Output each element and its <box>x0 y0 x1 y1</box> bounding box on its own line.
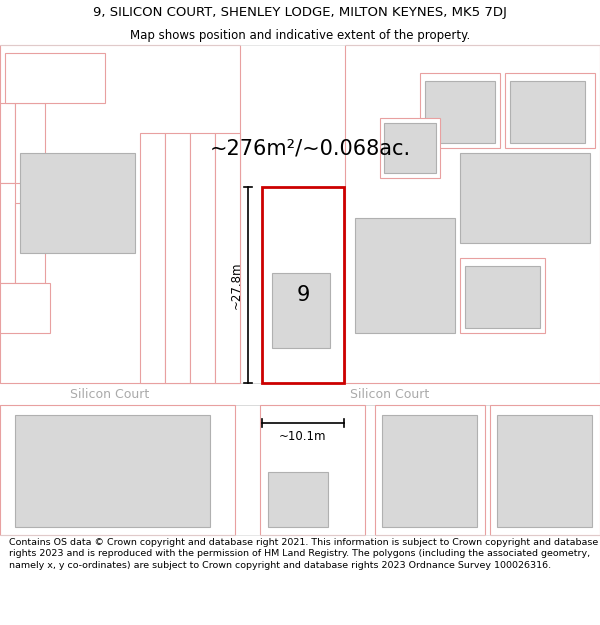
Bar <box>384 123 436 173</box>
Bar <box>15 415 210 527</box>
Bar <box>465 266 540 328</box>
Text: 9, SILICON COURT, SHENLEY LODGE, MILTON KEYNES, MK5 7DJ: 9, SILICON COURT, SHENLEY LODGE, MILTON … <box>93 6 507 19</box>
Bar <box>165 133 190 383</box>
Bar <box>382 415 477 527</box>
Bar <box>0 405 235 535</box>
Text: ~27.8m: ~27.8m <box>230 261 243 309</box>
Bar <box>140 133 165 383</box>
Bar <box>0 183 15 283</box>
Bar <box>260 405 365 535</box>
Bar <box>0 45 240 383</box>
Bar <box>0 103 15 183</box>
Bar <box>510 81 585 143</box>
Bar <box>15 103 45 183</box>
Bar <box>380 118 440 178</box>
Bar <box>497 415 592 527</box>
Bar <box>262 187 344 383</box>
Bar <box>460 153 590 243</box>
Bar <box>0 283 50 333</box>
Text: Map shows position and indicative extent of the property.: Map shows position and indicative extent… <box>130 29 470 42</box>
Bar <box>505 73 595 148</box>
Bar <box>420 73 500 148</box>
Bar <box>460 258 545 333</box>
Bar <box>215 133 240 383</box>
Bar <box>5 53 105 103</box>
Bar <box>190 133 215 383</box>
Text: Silicon Court: Silicon Court <box>350 388 430 401</box>
Bar <box>355 218 455 333</box>
Text: ~10.1m: ~10.1m <box>279 430 327 443</box>
Bar <box>15 203 45 283</box>
Bar <box>20 153 135 253</box>
Bar <box>272 273 330 348</box>
Bar <box>490 405 600 535</box>
Text: Silicon Court: Silicon Court <box>70 388 149 401</box>
Text: 9: 9 <box>296 285 310 305</box>
Bar <box>425 81 495 143</box>
Bar <box>375 405 485 535</box>
Bar <box>345 45 600 383</box>
Bar <box>268 472 328 527</box>
Text: ~276m²/~0.068ac.: ~276m²/~0.068ac. <box>209 138 410 158</box>
Text: Contains OS data © Crown copyright and database right 2021. This information is : Contains OS data © Crown copyright and d… <box>9 538 598 570</box>
